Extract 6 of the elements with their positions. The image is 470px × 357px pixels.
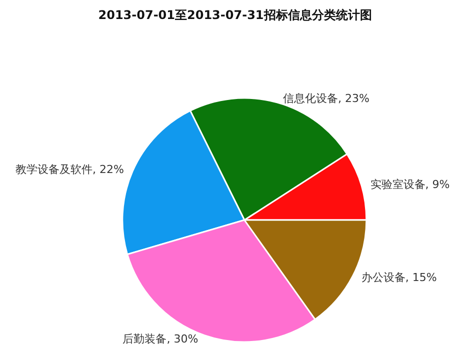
slice-label: 办公设备, 15% xyxy=(361,271,437,284)
chart-title: 2013-07-01至2013-07-31招标信息分类统计图 xyxy=(98,8,372,22)
slice-label: 教学设备及软件, 22% xyxy=(16,162,124,176)
slice-label: 后勤装备, 30% xyxy=(122,332,198,346)
slice-label: 实验室设备, 9% xyxy=(370,178,450,191)
slice-label: 信息化设备, 23% xyxy=(282,92,370,106)
